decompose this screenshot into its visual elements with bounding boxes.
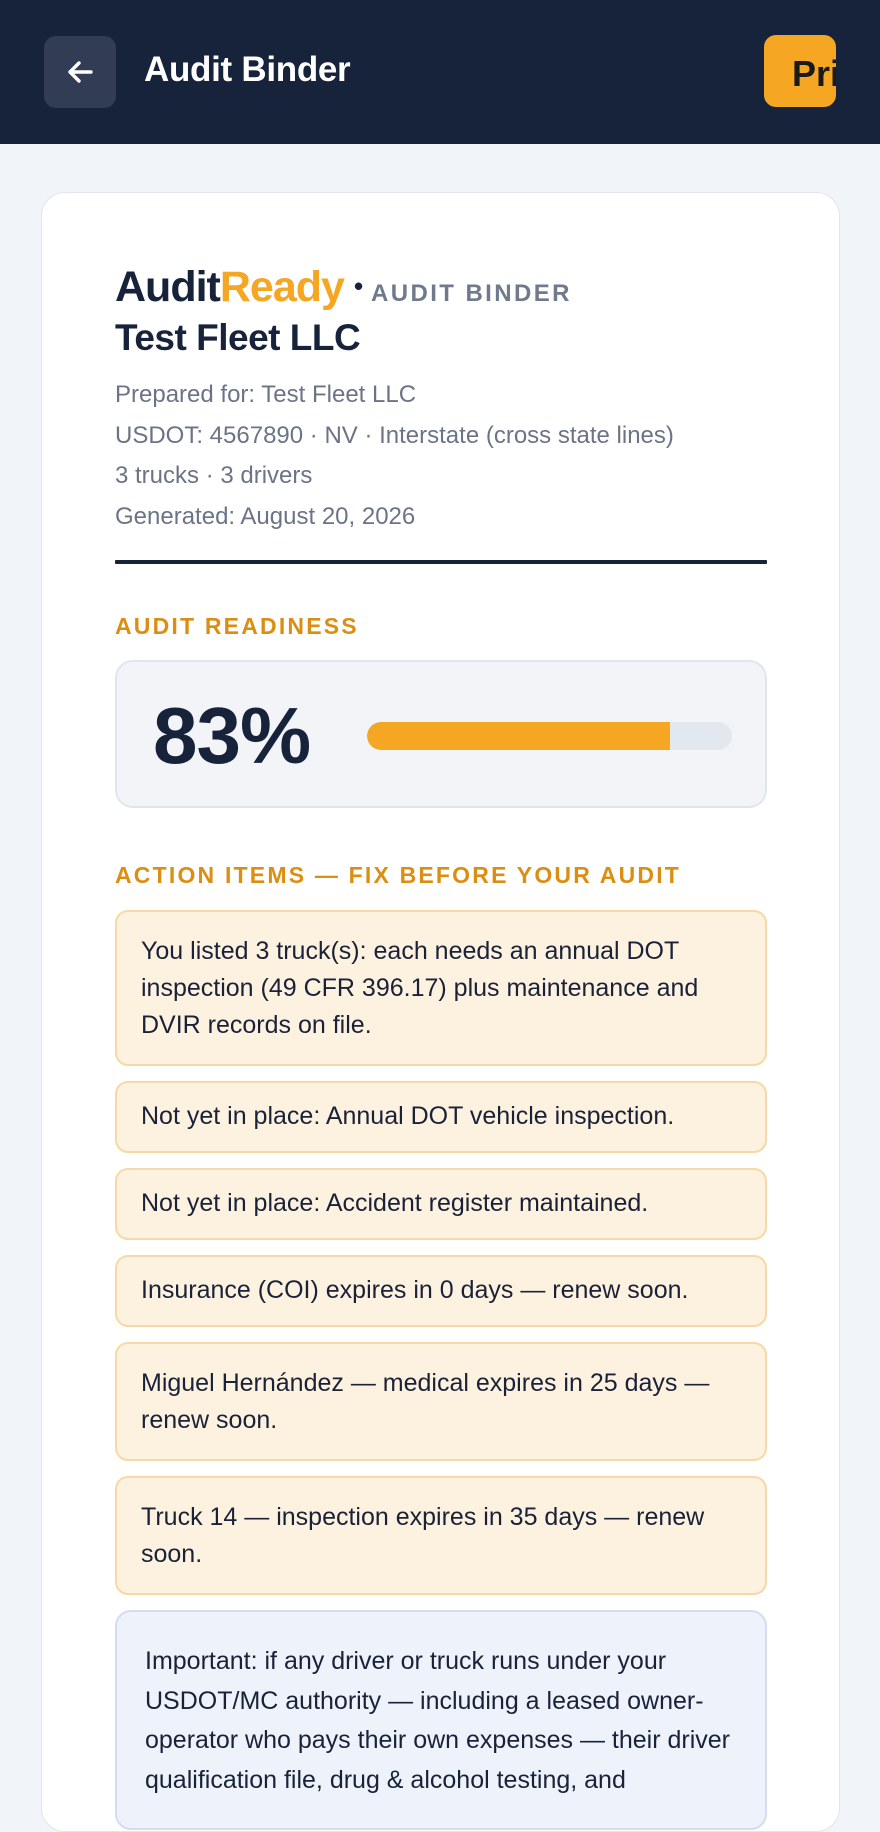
header-divider (115, 560, 767, 564)
action-item: You listed 3 truck(s): each needs an ann… (115, 910, 767, 1066)
binder-meta: Prepared for: Test Fleet LLC USDOT: 4567… (115, 377, 767, 539)
action-item: Not yet in place: Accident register main… (115, 1168, 767, 1240)
back-button[interactable] (44, 36, 116, 108)
action-items-label: ACTION ITEMS — FIX BEFORE YOUR AUDIT (115, 862, 682, 888)
generated-date: Generated: August 20, 2026 (115, 502, 416, 530)
readiness-percent: 83% (153, 691, 311, 780)
action-item: Insurance (COI) expires in 0 days — rene… (115, 1255, 767, 1327)
brand-line: Audit Ready • AUDIT BINDER (115, 263, 767, 313)
prepared-for: Prepared for: Test Fleet LLC (115, 381, 417, 408)
readiness-label: AUDIT READINESS (115, 613, 359, 639)
fleet-size: 3 trucks · 3 drivers (115, 462, 313, 489)
important-note: Important: if any driver or truck runs u… (115, 1610, 767, 1830)
company-name: Test Fleet LLC (115, 317, 361, 358)
arrow-left-icon (68, 61, 93, 83)
print-button[interactable]: Print (764, 35, 836, 107)
brand-separator: • (353, 271, 364, 301)
top-app-bar: Audit Binder Print (0, 0, 880, 144)
action-item: Miguel Hernández — medical expires in 25… (115, 1342, 767, 1461)
readiness-progress-fill (367, 722, 670, 750)
brand-subtitle: AUDIT BINDER (371, 280, 572, 307)
brand-logo-audit: Audit (115, 263, 221, 311)
brand-logo-ready: Ready (219, 263, 345, 311)
action-item: Not yet in place: Annual DOT vehicle ins… (115, 1081, 767, 1153)
binder-card: Audit Ready • AUDIT BINDER Test Fleet LLC… (41, 192, 840, 1832)
readiness-progress-bar (367, 722, 732, 750)
print-button-label: Print (792, 53, 836, 94)
usdot-info: USDOT: 4567890 · NV · Interstate (cross … (115, 421, 674, 449)
page-title: Audit Binder (144, 50, 351, 89)
readiness-panel: 83% (115, 660, 767, 808)
action-items-list: You listed 3 truck(s): each needs an ann… (115, 910, 767, 1595)
action-item: Truck 14 — inspection expires in 35 days… (115, 1476, 767, 1595)
